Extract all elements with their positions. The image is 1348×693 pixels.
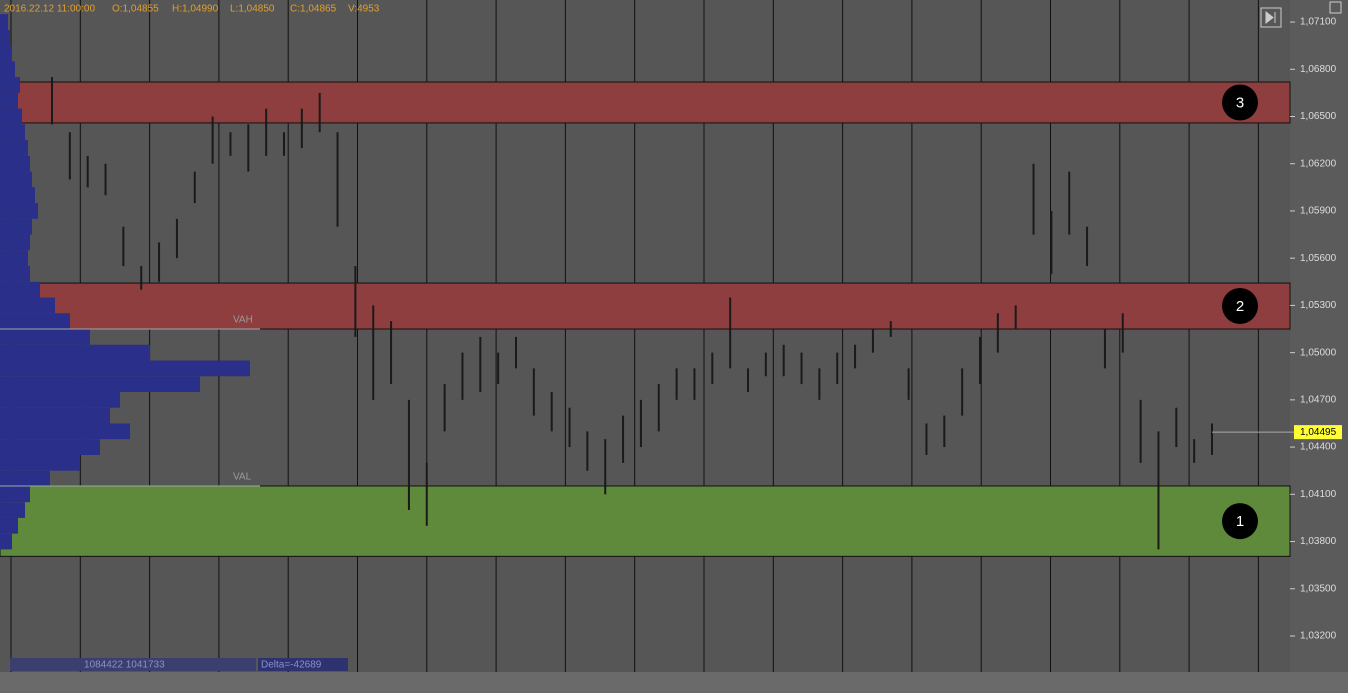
profile-bar [0, 407, 110, 424]
profile-bar [0, 266, 30, 282]
profile-bar [0, 92, 18, 109]
footer-range-box [10, 658, 256, 671]
zone [0, 485, 1291, 557]
footer-delta: Delta=-42689 [261, 660, 322, 671]
settings-button[interactable] [1329, 1, 1342, 14]
bar-high: H:1,04990 [172, 4, 219, 15]
profile-bar [0, 360, 250, 377]
zone-badge [1222, 288, 1258, 325]
y-tick-label: 1,05900 [1300, 206, 1337, 217]
zone-badge [1222, 503, 1258, 540]
value-area-label: VAL [233, 472, 252, 483]
bar-time: 2016.22.12 11:00:00 [4, 4, 95, 15]
zone-label: 1 [1236, 513, 1244, 530]
bar-open: O:1,04855 [112, 4, 159, 15]
y-tick-label: 1,03200 [1300, 631, 1337, 642]
profile-bar [0, 108, 22, 125]
zone [0, 282, 1291, 330]
profile-bar [0, 45, 12, 62]
value-area-label: VAH [233, 315, 253, 326]
profile-bar [0, 376, 200, 392]
profile-bar [0, 423, 130, 440]
y-tick-label: 1,06800 [1300, 64, 1337, 75]
profile-bar [0, 502, 25, 518]
profile-bar [0, 533, 12, 550]
scroll-end-button[interactable] [1260, 7, 1282, 28]
footer-range: 1084422 1041733 [84, 660, 165, 671]
profile-bar [0, 297, 55, 314]
profile-bar [0, 250, 28, 267]
time-axis [0, 672, 1348, 693]
profile-bar [0, 14, 8, 30]
y-tick-label: 1,05600 [1300, 253, 1337, 264]
profile-bar [0, 470, 50, 487]
footer-delta-box [258, 658, 348, 671]
profile-bar [0, 454, 80, 471]
profile-bar [0, 486, 30, 503]
y-tick-label: 1,03800 [1300, 536, 1337, 547]
zone [0, 81, 1291, 124]
y-tick-label: 1,03500 [1300, 583, 1337, 594]
last-price-label: 1,04495 [1300, 427, 1337, 438]
last-price-box [1294, 425, 1342, 440]
scroll-end-icon [1265, 10, 1276, 25]
y-tick-label: 1,07100 [1300, 17, 1337, 28]
profile-bar [0, 517, 18, 534]
profile-bar [0, 171, 32, 188]
bar-close: C:1,04865 [290, 4, 337, 15]
profile-bar [0, 61, 15, 78]
profile-bar [0, 140, 28, 156]
zone-label: 2 [1236, 298, 1244, 315]
y-tick-label: 1,04100 [1300, 489, 1337, 500]
y-tick-label: 1,06500 [1300, 111, 1337, 122]
bar-low: L:1,04850 [230, 4, 275, 15]
y-tick-label: 1,06200 [1300, 158, 1337, 169]
y-tick-label: 1,04400 [1300, 442, 1337, 453]
profile-bar [0, 313, 70, 330]
y-tick-label: 1,05000 [1300, 347, 1337, 358]
zone-badge [1222, 84, 1258, 121]
profile-bar [0, 155, 30, 172]
profile-bar [0, 281, 40, 298]
profile-bar [0, 29, 10, 46]
profile-bar [0, 439, 100, 455]
profile-bar [0, 203, 38, 219]
bar-volume: V:4953 [348, 4, 380, 15]
profile-bar [0, 344, 150, 361]
profile-bar [0, 329, 90, 345]
y-tick-label: 1,05300 [1300, 300, 1337, 311]
profile-bar [0, 218, 32, 235]
profile-bar [0, 124, 25, 141]
zone-label: 3 [1236, 94, 1244, 111]
profile-bar [0, 187, 35, 204]
profile-bar [0, 77, 20, 93]
y-tick-label: 1,04700 [1300, 394, 1337, 405]
profile-bar [0, 391, 120, 408]
profile-bar [0, 234, 30, 251]
